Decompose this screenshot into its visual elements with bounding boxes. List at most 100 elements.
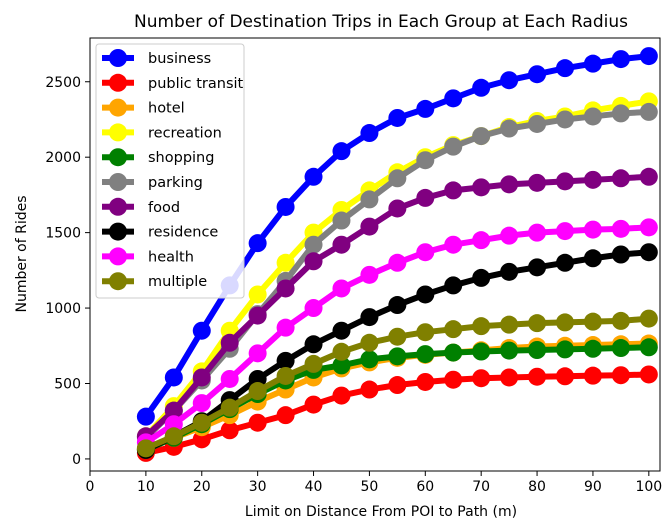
- legend-item-parking: parking: [102, 173, 203, 191]
- legend-label: parking: [148, 175, 203, 191]
- data-point-residence: [332, 321, 351, 340]
- data-point-multiple: [639, 309, 658, 328]
- data-point-shopping: [360, 350, 379, 369]
- data-point-health: [276, 318, 295, 337]
- x-tick-label: 60: [416, 479, 434, 495]
- legend: business public transit hotel recreation sho…: [95, 43, 245, 299]
- data-point-health: [556, 222, 574, 241]
- data-point-shopping: [583, 339, 602, 358]
- data-point-business: [304, 167, 323, 186]
- data-point-business: [276, 197, 295, 216]
- x-tick-label: 70: [472, 479, 490, 495]
- data-point-food: [276, 279, 295, 298]
- data-point-public-transit: [500, 368, 519, 387]
- data-point-residence: [276, 351, 295, 370]
- data-point-food: [611, 169, 630, 188]
- data-point-multiple: [304, 354, 323, 373]
- data-point-business: [164, 368, 183, 387]
- data-point-parking: [304, 235, 323, 254]
- legend-label: food: [148, 200, 180, 216]
- data-point-health: [192, 394, 211, 413]
- legend-item-shopping: shopping: [102, 148, 214, 167]
- data-point-shopping: [639, 338, 658, 357]
- data-point-food: [528, 173, 547, 192]
- data-point-public-transit: [248, 413, 267, 432]
- data-point-food: [220, 333, 239, 352]
- data-point-food: [444, 181, 463, 200]
- data-point-shopping: [332, 356, 351, 375]
- legend-label: business: [148, 51, 211, 67]
- data-point-shopping: [500, 341, 519, 360]
- data-point-business: [472, 78, 491, 97]
- legend-item-hotel: hotel: [102, 98, 185, 117]
- y-tick-label: 2500: [45, 75, 81, 91]
- data-point-health: [248, 344, 267, 363]
- data-point-shopping: [472, 342, 491, 361]
- data-point-parking: [528, 114, 547, 133]
- data-point-parking: [611, 104, 630, 123]
- data-point-public-transit: [472, 369, 491, 388]
- legend-label: public transit: [148, 76, 244, 92]
- data-point-public-transit: [639, 365, 658, 384]
- data-point-public-transit: [583, 366, 602, 385]
- data-point-public-transit: [360, 380, 379, 399]
- data-point-multiple: [388, 327, 407, 346]
- y-tick-label: 500: [54, 376, 81, 392]
- data-point-health: [472, 231, 491, 250]
- data-point-food: [472, 178, 491, 197]
- data-point-food: [192, 368, 211, 387]
- data-point-food: [500, 175, 519, 194]
- data-point-multiple: [136, 439, 155, 458]
- data-point-residence: [304, 335, 323, 354]
- data-point-public-transit: [444, 370, 463, 389]
- data-point-parking: [416, 151, 435, 170]
- data-point-business: [611, 50, 630, 69]
- data-point-health: [360, 265, 379, 284]
- data-point-health: [639, 218, 658, 237]
- data-point-food: [639, 167, 658, 186]
- data-point-residence: [472, 268, 491, 287]
- data-point-health: [416, 243, 435, 262]
- data-point-health: [304, 299, 323, 318]
- data-point-shopping: [416, 345, 435, 364]
- x-axis: 0 10 20 30 40 50 60 70 80 90 100: [86, 471, 662, 495]
- legend-marker: [109, 73, 127, 92]
- data-point-food: [304, 252, 323, 271]
- y-axis-label: Number of Rides: [14, 195, 30, 312]
- data-point-health: [444, 235, 463, 254]
- data-point-business: [416, 99, 435, 118]
- legend-label: recreation: [148, 125, 222, 141]
- data-point-public-transit: [388, 376, 407, 395]
- data-point-public-transit: [304, 395, 323, 414]
- legend-item-food: food: [102, 197, 180, 216]
- x-tick-label: 100: [635, 479, 662, 495]
- data-point-business: [332, 142, 351, 161]
- legend-marker: [109, 272, 127, 291]
- legend-marker: [109, 197, 127, 216]
- legend-item-business: business: [102, 49, 211, 67]
- data-point-multiple: [583, 312, 602, 331]
- data-point-parking: [583, 107, 602, 126]
- data-point-health: [583, 220, 602, 239]
- data-point-business: [192, 321, 211, 340]
- data-point-shopping: [611, 339, 630, 358]
- data-point-multiple: [192, 413, 211, 432]
- data-point-residence: [360, 308, 379, 327]
- data-point-food: [556, 172, 574, 191]
- data-point-health: [220, 369, 239, 388]
- data-point-multiple: [220, 398, 239, 417]
- data-point-residence: [500, 262, 519, 281]
- x-tick-label: 40: [305, 479, 323, 495]
- legend-label: health: [148, 249, 194, 265]
- data-point-multiple: [611, 311, 630, 330]
- data-point-business: [136, 407, 155, 426]
- data-point-food: [164, 401, 183, 420]
- data-point-business: [248, 234, 267, 253]
- data-point-food: [583, 170, 602, 189]
- data-point-multiple: [248, 382, 267, 401]
- plot-area-frame: [89, 37, 661, 472]
- data-point-business: [360, 124, 379, 143]
- legend-marker: [109, 148, 127, 167]
- data-point-public-transit: [276, 406, 295, 425]
- legend-marker: [109, 173, 127, 191]
